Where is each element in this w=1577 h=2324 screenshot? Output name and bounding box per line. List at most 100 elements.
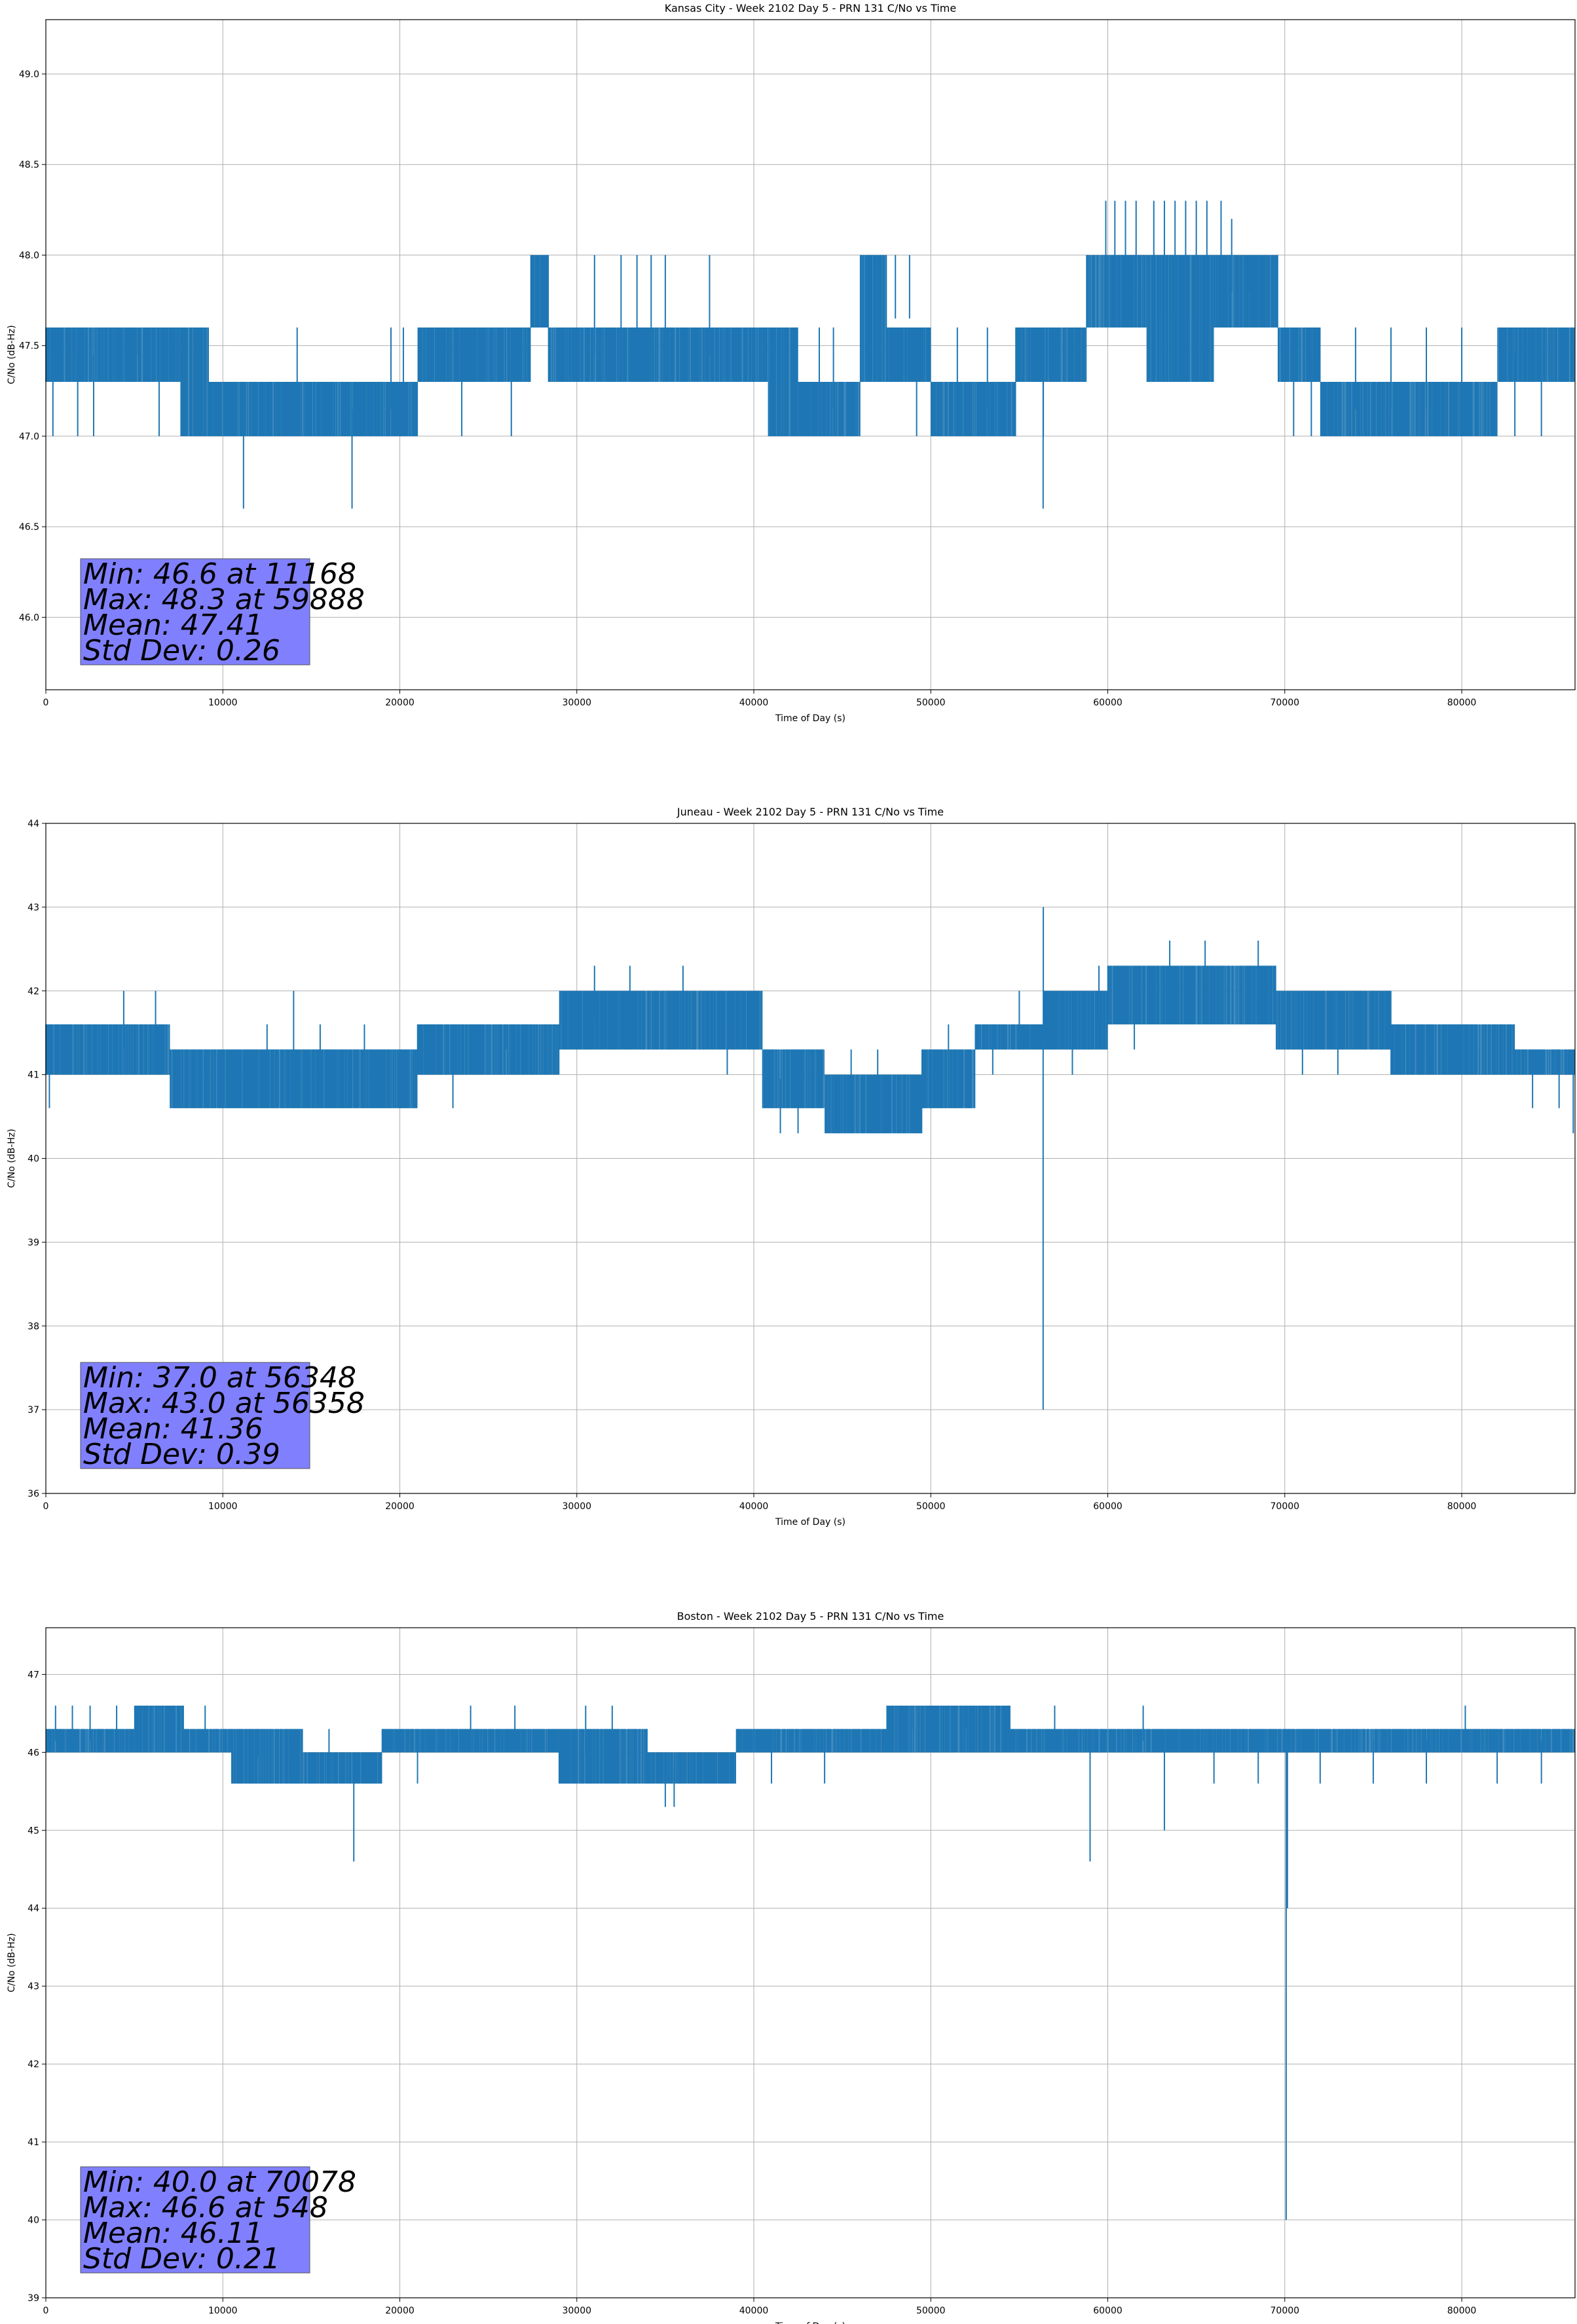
y-tick-label: 47.5	[19, 341, 39, 352]
signal-band-fill	[1015, 328, 1041, 382]
stats-std: Std Dev: 0.39	[83, 1438, 280, 1471]
stats-std: Std Dev: 0.26	[83, 634, 280, 667]
x-tick-label: 20000	[385, 698, 415, 708]
y-tick-label: 38	[28, 1321, 39, 1332]
x-axis-label: Time of Day (s)	[775, 1517, 845, 1527]
signal-band-fill	[1107, 965, 1276, 1024]
signal-band-fill	[1320, 381, 1498, 436]
signal-band-fill	[1277, 328, 1320, 382]
y-tick-label: 43	[28, 1981, 39, 1992]
y-tick-label: 47.0	[19, 432, 39, 442]
signal-band-fill	[886, 1705, 1011, 1753]
x-tick-label: 10000	[208, 698, 238, 708]
x-tick-label: 80000	[1447, 2306, 1477, 2316]
signal-band-fill	[417, 328, 531, 382]
signal-band-fill	[798, 381, 861, 436]
chart-title: Juneau - Week 2102 Day 5 - PRN 131 C/No …	[677, 806, 944, 818]
x-tick-label: 70000	[1271, 1501, 1300, 1512]
signal-band-fill	[1515, 1049, 1575, 1075]
y-tick-label: 49.0	[19, 69, 39, 80]
x-axis-label: Time of Day (s)	[775, 713, 845, 724]
x-tick-label: 80000	[1447, 1501, 1477, 1512]
signal-band-fill	[1497, 328, 1575, 382]
chart-title: Kansas City - Week 2102 Day 5 - PRN 131 …	[665, 2, 956, 14]
x-tick-label: 40000	[739, 698, 769, 708]
signal-band-fill	[548, 328, 768, 382]
signal-band-fill	[134, 1705, 184, 1753]
y-tick-label: 48.5	[19, 160, 39, 170]
signal-band-fill	[1276, 990, 1391, 1050]
signal-band-fill	[1214, 255, 1278, 328]
signal-band-fill	[647, 1752, 736, 1784]
signal-band-fill	[768, 328, 798, 436]
y-tick-label: 44	[28, 1903, 39, 1914]
chart-1: Kansas City - Week 2102 Day 5 - PRN 131 …	[7, 2, 1576, 724]
signal-band-fill	[559, 990, 763, 1050]
signal-band-fill	[1122, 255, 1147, 328]
series-line	[45, 1705, 1576, 2221]
x-tick-label: 70000	[1271, 2306, 1300, 2316]
y-tick-label: 36	[28, 1489, 39, 1499]
y-tick-label: 48.0	[19, 250, 39, 261]
signal-band-fill	[1040, 328, 1087, 382]
chart-2: Juneau - Week 2102 Day 5 - PRN 131 C/No …	[7, 806, 1576, 1527]
signal-band-fill	[1010, 1729, 1285, 1753]
y-tick-label: 40	[28, 2215, 39, 2226]
stats-mean: Mean: 41.36	[83, 1412, 263, 1446]
y-tick-label: 46.0	[19, 612, 39, 623]
x-tick-label: 60000	[1093, 698, 1122, 708]
x-tick-label: 0	[43, 1501, 49, 1512]
signal-band-fill	[46, 328, 181, 382]
signal-band-fill	[1288, 1729, 1575, 1753]
y-axis-label: C/No (dB-Hz)	[7, 1933, 17, 1992]
y-tick-label: 42	[28, 2059, 39, 2070]
x-tick-label: 0	[43, 2306, 49, 2316]
signal-band-fill	[735, 1729, 887, 1753]
signal-band-fill	[302, 1752, 382, 1784]
signal-band-fill	[530, 255, 549, 328]
stats-max: Max: 48.3 at 59888	[83, 583, 365, 616]
stats-max: Max: 46.6 at 548	[83, 2191, 328, 2224]
y-axis-label: C/No (dB-Hz)	[7, 1129, 17, 1188]
stats-max: Max: 43.0 at 56358	[83, 1387, 365, 1420]
x-tick-label: 20000	[385, 2306, 415, 2316]
signal-band-fill	[1390, 1024, 1515, 1075]
signal-band-fill	[1146, 255, 1214, 382]
signal-band-fill	[1086, 255, 1122, 328]
y-tick-label: 46.5	[19, 522, 39, 533]
stats-box-background	[80, 1362, 310, 1469]
x-tick-label: 10000	[208, 2306, 238, 2316]
signal-band-fill	[180, 328, 209, 436]
series-line	[45, 907, 1576, 1410]
signal-band-fill	[231, 1729, 303, 1784]
y-tick-label: 39	[28, 1237, 39, 1248]
signal-band-fill	[974, 1024, 1043, 1050]
x-tick-label: 60000	[1093, 1501, 1122, 1512]
y-tick-label: 41	[28, 1070, 39, 1081]
signal-band-fill	[208, 381, 418, 436]
x-tick-label: 40000	[739, 2306, 769, 2316]
y-tick-label: 44	[28, 819, 39, 829]
series-line	[45, 200, 1575, 509]
signal-band-fill	[931, 381, 1016, 436]
signal-band-fill	[1044, 990, 1108, 1050]
signal-band-fill	[46, 1024, 170, 1075]
chart-title: Boston - Week 2102 Day 5 - PRN 131 C/No …	[677, 1610, 944, 1622]
signal-band-fill	[860, 255, 887, 382]
signal-band-fill	[762, 1049, 825, 1108]
x-tick-label: 10000	[208, 1501, 238, 1512]
x-tick-label: 40000	[739, 1501, 769, 1512]
stats-std: Std Dev: 0.21	[83, 2242, 280, 2276]
y-tick-label: 43	[28, 903, 39, 913]
signal-band-fill	[825, 1074, 922, 1134]
y-tick-label: 41	[28, 2137, 39, 2148]
stats-mean: Mean: 46.11	[83, 2217, 263, 2250]
y-tick-label: 42	[28, 986, 39, 997]
signal-band-fill	[886, 328, 931, 382]
x-tick-label: 50000	[916, 698, 946, 708]
y-tick-label: 37	[28, 1405, 39, 1415]
